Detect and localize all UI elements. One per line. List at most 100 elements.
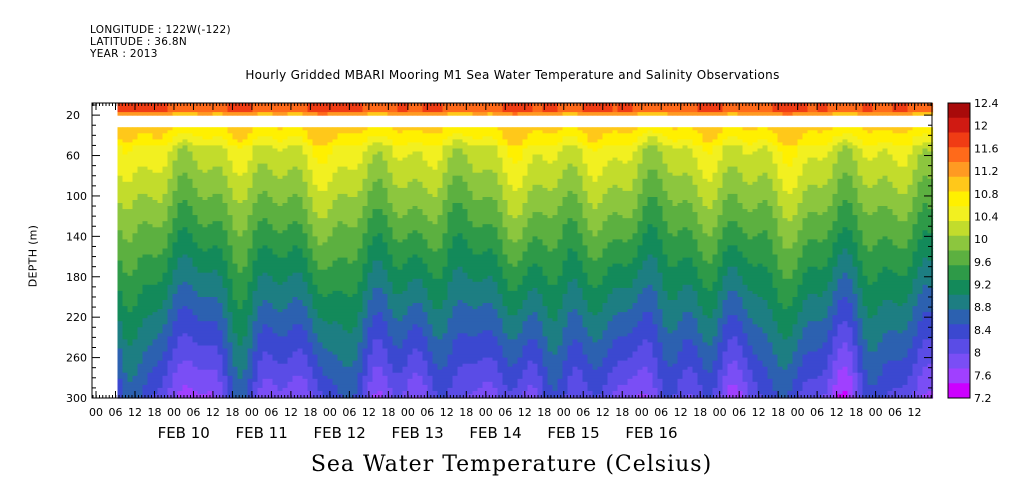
heatmap-cell xyxy=(372,315,379,319)
heatmap-cell xyxy=(147,306,154,310)
heatmap-cell xyxy=(342,266,349,271)
heatmap-cell xyxy=(357,351,364,356)
heatmap-cell xyxy=(237,248,244,253)
heatmap-cell xyxy=(132,357,139,362)
heatmap-cell xyxy=(192,166,199,171)
heatmap-cell xyxy=(362,206,369,210)
heatmap-cell xyxy=(267,127,274,131)
heatmap-cell xyxy=(182,127,189,131)
heatmap-cell xyxy=(227,200,234,204)
heatmap-cell xyxy=(227,254,234,259)
heatmap-cell xyxy=(337,309,344,313)
heatmap-cell xyxy=(212,284,219,289)
heatmap-cell xyxy=(167,184,174,189)
heatmap-cell xyxy=(247,254,254,259)
heatmap-cell xyxy=(167,190,174,195)
heatmap-cell xyxy=(132,278,139,283)
heatmap-cell xyxy=(367,342,374,346)
heatmap-cell xyxy=(327,278,334,283)
heatmap-cell xyxy=(252,345,259,350)
heatmap-cell xyxy=(187,333,194,337)
heatmap-cell xyxy=(352,272,359,277)
heatmap-cell xyxy=(237,312,244,316)
heatmap-cell xyxy=(347,372,354,377)
heatmap-cell xyxy=(312,351,319,356)
heatmap-cell xyxy=(207,321,214,325)
heatmap-cell xyxy=(267,197,274,201)
heatmap-cell xyxy=(252,248,259,253)
heatmap-cell xyxy=(152,275,159,280)
heatmap-cell xyxy=(162,233,169,237)
heatmap-cell xyxy=(257,306,264,310)
heatmap-cell xyxy=(352,136,359,140)
heatmap-cell xyxy=(302,275,309,280)
heatmap-cell xyxy=(132,136,139,140)
heatmap-cell xyxy=(307,178,314,183)
heatmap-cell xyxy=(247,363,254,368)
heatmap-cell xyxy=(302,236,309,240)
heatmap-cell xyxy=(257,197,264,201)
heatmap-cell xyxy=(202,375,209,380)
heatmap-cell xyxy=(287,318,294,322)
heatmap-cell xyxy=(282,106,289,110)
heatmap-cell xyxy=(197,187,204,192)
heatmap-cell xyxy=(157,306,164,310)
heatmap-cell xyxy=(272,221,279,225)
heatmap-cell xyxy=(117,203,124,207)
heatmap-cell xyxy=(147,109,154,113)
heatmap-cell xyxy=(122,236,129,240)
heatmap-cell xyxy=(227,139,234,143)
heatmap-cell xyxy=(332,112,339,116)
heatmap-cell xyxy=(202,133,209,137)
heatmap-cell xyxy=(277,384,284,389)
heatmap-cell xyxy=(187,260,194,265)
heatmap-cell xyxy=(222,215,229,219)
heatmap-cell xyxy=(252,245,259,249)
heatmap-cell xyxy=(247,215,254,219)
heatmap-cell xyxy=(217,318,224,322)
heatmap-cell xyxy=(142,184,149,189)
heatmap-cell xyxy=(292,272,299,277)
heatmap-cell xyxy=(217,330,224,334)
heatmap-cell xyxy=(272,378,279,383)
heatmap-cell xyxy=(202,169,209,174)
heatmap-cell xyxy=(157,136,164,140)
heatmap-cell xyxy=(352,327,359,331)
heatmap-cell xyxy=(232,206,239,210)
heatmap-cell xyxy=(227,209,234,213)
heatmap-cell xyxy=(312,215,319,219)
heatmap-cell xyxy=(302,215,309,219)
heatmap-cell xyxy=(312,315,319,319)
heatmap-cell xyxy=(317,297,324,301)
heatmap-cell xyxy=(322,236,329,240)
heatmap-cell xyxy=(137,300,144,304)
heatmap-cell xyxy=(292,127,299,131)
heatmap-cell xyxy=(197,287,204,292)
heatmap-cell xyxy=(207,227,214,231)
heatmap-cell xyxy=(197,354,204,359)
heatmap-cell xyxy=(212,384,219,389)
heatmap-cell xyxy=(322,230,329,234)
heatmap-cell xyxy=(212,324,219,328)
heatmap-cell xyxy=(177,236,184,240)
heatmap-cell xyxy=(277,330,284,334)
heatmap-cell xyxy=(127,248,134,253)
heatmap-cell xyxy=(147,127,154,131)
heatmap-cell xyxy=(367,321,374,325)
heatmap-cell xyxy=(292,103,299,107)
heatmap-cell xyxy=(162,130,169,134)
heatmap-cell xyxy=(122,130,129,134)
heatmap-cell xyxy=(162,184,169,189)
heatmap-cell xyxy=(182,369,189,374)
heatmap-cell xyxy=(257,309,264,313)
heatmap-cell xyxy=(247,324,254,328)
heatmap-cell xyxy=(307,130,314,134)
heatmap-cell xyxy=(262,351,269,356)
heatmap-cell xyxy=(167,394,174,398)
heatmap-cell xyxy=(312,236,319,240)
heatmap-cell xyxy=(377,103,384,107)
heatmap-cell xyxy=(187,209,194,213)
heatmap-cell xyxy=(122,315,129,319)
heatmap-cell xyxy=(142,142,149,146)
heatmap-cell xyxy=(272,354,279,359)
